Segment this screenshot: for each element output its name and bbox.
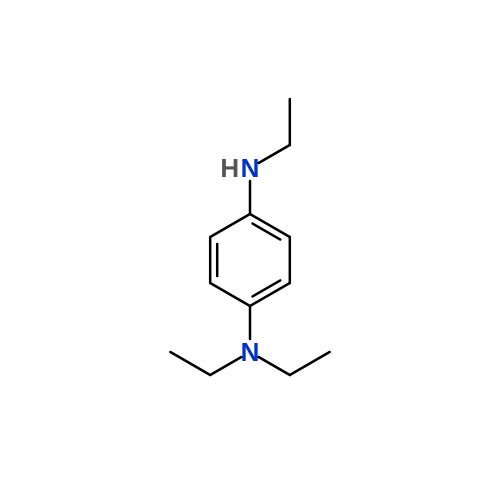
bond xyxy=(253,280,281,296)
bond xyxy=(290,352,330,375)
atom-label-H: H xyxy=(220,153,239,183)
bond xyxy=(170,352,210,375)
bond xyxy=(259,357,290,375)
molecule-diagram: NHN xyxy=(0,0,500,500)
atom-label-N: N xyxy=(241,337,260,367)
bond xyxy=(210,214,250,237)
atom-label-N: N xyxy=(241,153,260,183)
bond xyxy=(210,283,250,306)
bond xyxy=(253,224,281,240)
bond xyxy=(210,357,241,375)
bond xyxy=(259,145,290,163)
